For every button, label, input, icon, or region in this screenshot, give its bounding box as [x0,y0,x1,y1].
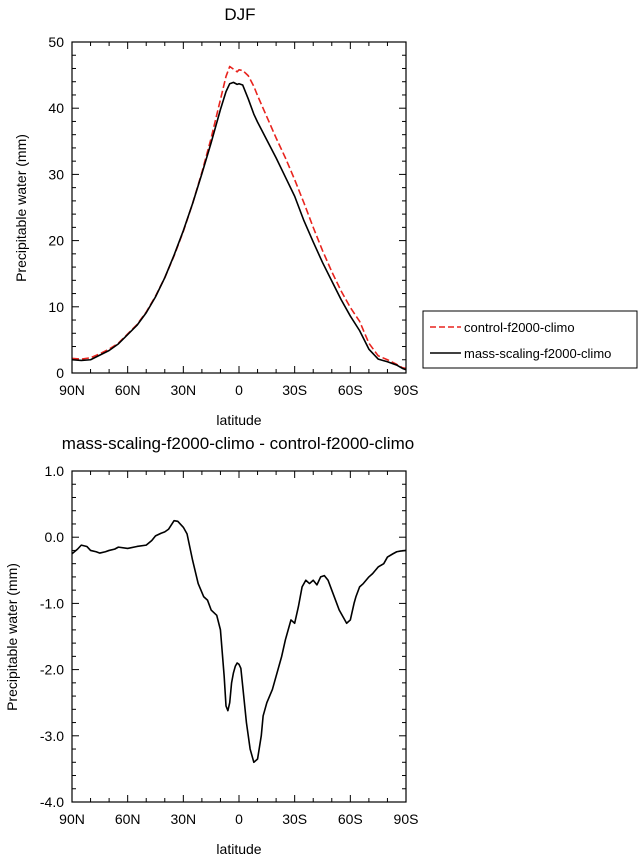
chart-top-y-tick-label: 0 [56,365,64,381]
chart-bottom-y-tick-labels: 1.0 0.0 -1.0 -2.0 -3.0 -4.0 [40,463,64,810]
chart-bottom-x-tick-label: 60S [338,811,363,827]
legend: control-f2000-climo mass-scaling-f2000-c… [422,310,638,369]
chart-top-y-tick-label: 10 [48,299,64,315]
chart-bottom-plot-frame [71,470,407,803]
chart-top-x-tick-label: 60S [338,382,363,398]
chart-top-series-line-0 [71,65,407,370]
chart-top-series-line-1 [71,81,407,371]
chart-top-y-tick-label: 20 [48,233,64,249]
chart-top-x-tick-labels: 90N 60N 30N 0 30S 60S 90S [59,382,418,398]
chart-top: DJF 90N 60N 30N 0 30S 60S 90S 0 10 20 30 40 50 lati… [13,5,418,428]
chart-bottom-y-tick-label: -1.0 [40,595,64,611]
chart-bottom-ticks [71,470,407,803]
chart-top-y-tick-labels: 0 10 20 30 40 50 [48,34,64,381]
chart-top-x-tick-label: 90N [59,382,85,398]
chart-top-x-tick-label: 60N [115,382,141,398]
chart-bottom-x-tick-label: 60N [115,811,141,827]
chart-top-x-tick-label: 30S [282,382,307,398]
legend-entry-mass-scaling: mass-scaling-f2000-climo [464,346,611,361]
chart-bottom-xlabel: latitude [216,841,261,857]
legend-entry-control: control-f2000-climo [464,320,575,335]
chart-top-y-tick-label: 40 [48,100,64,116]
chart-bottom-x-tick-label: 30S [282,811,307,827]
chart-bottom-title: mass-scaling-f2000-climo - control-f2000… [62,434,414,453]
chart-top-x-tick-label: 90S [394,382,419,398]
legend-box [422,310,638,369]
chart-bottom-x-tick-label: 90N [59,811,85,827]
chart-top-y-tick-label: 30 [48,166,64,182]
chart-bottom-y-tick-label: -4.0 [40,794,64,810]
chart-top-y-tick-label: 50 [48,34,64,50]
chart-bottom-y-tick-label: -2.0 [40,662,64,678]
chart-bottom-series-line-0 [71,519,407,764]
chart-bottom-x-tick-label: 0 [235,811,243,827]
chart-top-title: DJF [224,5,255,24]
chart-bottom: mass-scaling-f2000-climo - control-f2000… [4,434,418,857]
chart-bottom-y-tick-label: 0.0 [45,529,65,545]
chart-top-series-group [71,65,407,371]
chart-top-plot-frame [71,41,407,374]
chart-top-x-tick-label: 30N [170,382,196,398]
chart-bottom-x-tick-labels: 90N 60N 30N 0 30S 60S 90S [59,811,418,827]
chart-top-ylabel: Precipitable water (mm) [13,134,29,282]
chart-bottom-y-tick-label: 1.0 [45,463,65,479]
chart-bottom-series-group [71,519,407,764]
chart-bottom-ylabel: Precipitable water (mm) [4,563,20,711]
chart-bottom-x-tick-label: 30N [170,811,196,827]
chart-bottom-y-tick-label: -3.0 [40,728,64,744]
chart-top-xlabel: latitude [216,412,261,428]
chart-top-x-tick-label: 0 [235,382,243,398]
chart-bottom-x-tick-label: 90S [394,811,419,827]
